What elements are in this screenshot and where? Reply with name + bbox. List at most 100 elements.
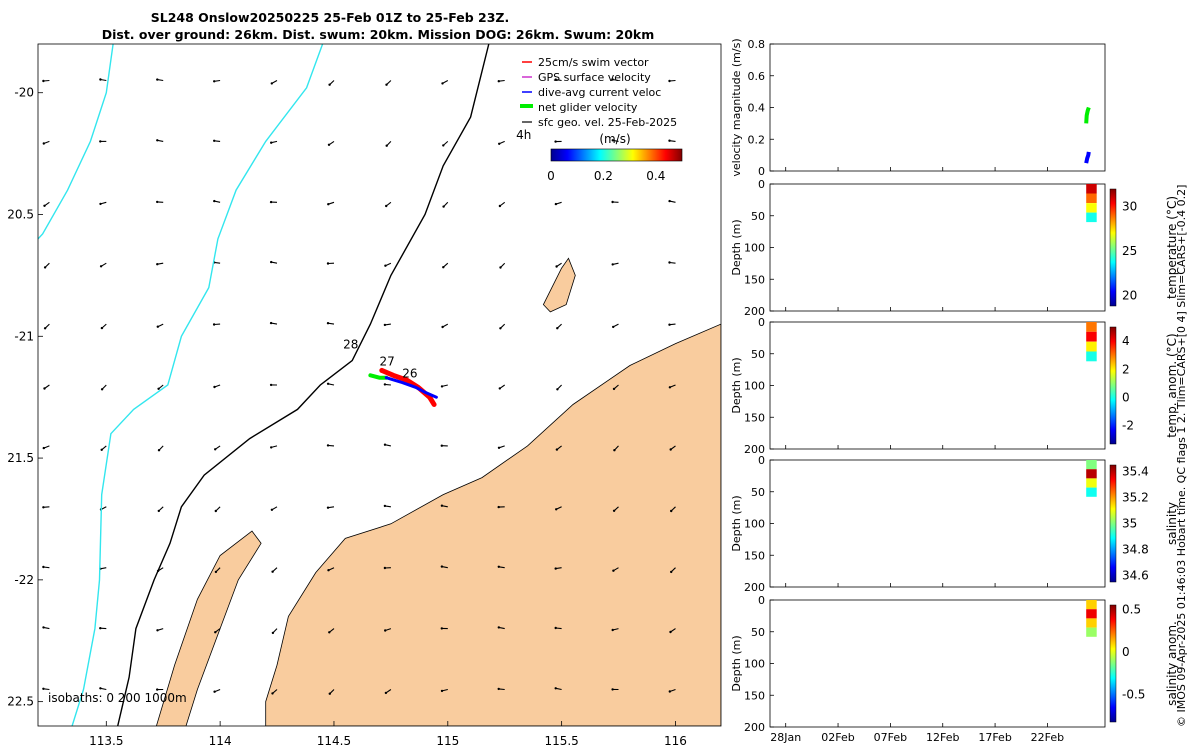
map-frame (37, 43, 722, 727)
panel-ylabel: Depth (m) (730, 357, 743, 413)
panel-ylabel: Depth (m) (730, 495, 743, 551)
map-legend: 25cm/s swim vector GPS surface velocity … (520, 56, 677, 129)
sfc-vector-head (440, 689, 444, 693)
panel-colorbar-tick: 20 (1122, 288, 1137, 302)
sfc-vector-head (498, 142, 501, 145)
panel-ytick-label: 0.2 (748, 133, 766, 146)
legend-item-gps: GPS surface velocity (538, 71, 651, 84)
sfc-vector-head (100, 388, 104, 391)
sfc-vector-head (668, 79, 671, 83)
sfc-vector-head (612, 509, 616, 512)
colorbar-tick-label: 0.4 (646, 169, 665, 183)
panel-ylabel: Depth (m) (730, 219, 743, 275)
sfc-vector-head (612, 325, 615, 329)
sfc-vector-head (326, 322, 330, 325)
colorbar-tick-label: 0.2 (594, 169, 613, 183)
profile-cell (1086, 469, 1097, 479)
panel-ytick-label: 100 (744, 380, 765, 393)
isobath-200m (117, 44, 490, 726)
panel-ytick-label: 200 (744, 721, 765, 734)
panel-ytick-label: 50 (751, 348, 765, 361)
panel-colorbar-tick: 2 (1122, 362, 1130, 376)
sfc-vector-head (669, 448, 672, 451)
sfc-vector-head (556, 388, 559, 391)
sfc-vector-head (555, 448, 559, 451)
sfc-vector-head (383, 383, 387, 386)
sfc-vector-head (328, 692, 331, 695)
sfc-vector-head (440, 565, 444, 568)
panel-ytick-label: 150 (744, 689, 765, 702)
sfc-vector-head (99, 202, 102, 206)
profile-cell (1086, 478, 1097, 488)
sfc-vector-head (611, 688, 614, 691)
sfc-vector-head (668, 690, 671, 693)
sfc-vector-head (42, 687, 45, 690)
sfc-vector-head (42, 79, 45, 83)
sfc-vector-head (213, 80, 216, 83)
sfc-vector-head (499, 266, 502, 269)
sfc-vector-head (497, 505, 500, 509)
sfc-vector-head (555, 508, 558, 511)
map-annotation: 4h (516, 128, 531, 142)
sfc-vector-head (269, 321, 273, 325)
isobath-1000m-west (38, 44, 114, 240)
sfc-vector-head (384, 629, 387, 632)
map-ytick-label: -20 (14, 86, 34, 100)
panel-colorbar (1109, 604, 1117, 723)
map-ytick-label: -21 (14, 329, 34, 343)
map-xtick-label: 114.5 (317, 734, 351, 748)
profile-cell (1086, 627, 1097, 637)
sfc-vector-head (440, 504, 444, 507)
map-xtick-label: 115 (436, 734, 459, 748)
panel-colorbar-label: temp. anom. (°C) (1165, 333, 1179, 437)
panel-3: 0 50 100 150 200 Depth (m) -2 0 2 4 temp. anom. (°… (730, 316, 1179, 456)
sfc-vector-head (611, 139, 614, 142)
panel-ytick-label: 100 (744, 658, 765, 671)
sfc-vector-head (156, 629, 159, 632)
sfc-vector-head (42, 446, 45, 450)
panel-ylabel: Depth (m) (730, 635, 743, 691)
speed-colorbar (550, 148, 683, 162)
panel-colorbar-tick: -2 (1122, 419, 1134, 433)
panel-colorbar-label: salinity (1165, 502, 1179, 545)
sfc-vector-head (270, 141, 273, 144)
sfc-vector-head (668, 139, 671, 142)
panel-frame (769, 183, 1106, 312)
map-plot-area (38, 44, 721, 726)
legend-item-sfc-geo: sfc geo. vel. 25-Feb-2025 (538, 116, 677, 129)
net-velocity-track (368, 373, 389, 380)
sfc-vector-head (668, 386, 672, 389)
profile-cell (1086, 487, 1097, 497)
sfc-vector-head (498, 204, 502, 208)
panel-ytick-label: 50 (751, 626, 765, 639)
panel-colorbar-tick: 30 (1122, 200, 1137, 214)
isobath-layer (38, 44, 490, 726)
map-title-line2: Dist. over ground: 26km. Dist. swum: 20k… (102, 27, 655, 42)
sfc-vector-head (326, 262, 330, 265)
sfc-vector-head (43, 327, 47, 330)
map-xtick-label: 114 (209, 734, 232, 748)
panel-ytick-label: 100 (744, 242, 765, 255)
sfc-vector-head (497, 626, 500, 629)
surface-velocity-vectors (42, 78, 676, 695)
sfc-vector-head (385, 204, 388, 208)
sfc-vector-head (611, 263, 614, 266)
sfc-vector-head (612, 387, 616, 391)
sfc-vector-head (156, 139, 159, 142)
map-xtick-label: 113.5 (89, 734, 123, 748)
panel-ytick-label: 0 (758, 454, 765, 467)
sfc-vector-head (270, 260, 273, 264)
sfc-vector-head (670, 509, 673, 513)
map-annotation: 26 (402, 367, 417, 381)
profile-cell (1086, 203, 1097, 213)
panel-ytick-label: 150 (744, 411, 765, 424)
panel-ytick-label: 0 (758, 316, 765, 329)
sfc-vector-head (213, 385, 216, 389)
sfc-vector-head (156, 263, 159, 266)
sfc-vector-head (383, 323, 387, 327)
sfc-vector-head (42, 626, 45, 629)
sfc-vector-head (612, 569, 615, 572)
map-ytick-label: 21.5 (7, 451, 34, 465)
panel-frame (769, 321, 1106, 450)
